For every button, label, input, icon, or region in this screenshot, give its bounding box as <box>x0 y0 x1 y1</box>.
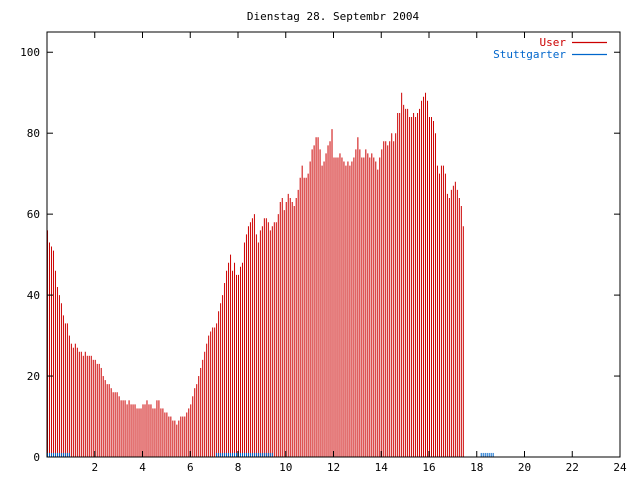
x-tick-label: 8 <box>235 461 242 474</box>
x-tick-label: 4 <box>139 461 146 474</box>
x-tick-label: 24 <box>613 461 627 474</box>
user-bars <box>47 92 464 457</box>
x-tick-label: 20 <box>518 461 531 474</box>
y-tick-label: 0 <box>33 451 40 464</box>
x-tick-label: 2 <box>91 461 98 474</box>
x-tick-label: 18 <box>470 461 483 474</box>
x-tick-label: 16 <box>422 461 435 474</box>
x-axis: 2 4 6 8 10 12 14 16 18 20 22 24 <box>91 32 627 474</box>
legend: User Stuttgarter <box>493 36 607 61</box>
legend-label-stuttgarter: Stuttgarter <box>493 48 566 61</box>
x-tick-label: 6 <box>187 461 194 474</box>
y-tick-label: 60 <box>27 208 40 221</box>
y-tick-label: 20 <box>27 370 40 383</box>
chart-title: Dienstag 28. Septembr 2004 <box>247 10 420 23</box>
x-tick-label: 22 <box>566 461 579 474</box>
x-tick-label: 10 <box>279 461 292 474</box>
y-tick-label: 80 <box>27 127 40 140</box>
stuttgarter-bars <box>47 452 494 457</box>
y-tick-label: 40 <box>27 289 40 302</box>
y-axis: 0 20 40 60 80 100 <box>20 46 620 464</box>
legend-label-user: User <box>540 36 567 49</box>
y-tick-label: 100 <box>20 46 40 59</box>
x-tick-label: 14 <box>375 461 389 474</box>
x-tick-label: 12 <box>327 461 340 474</box>
